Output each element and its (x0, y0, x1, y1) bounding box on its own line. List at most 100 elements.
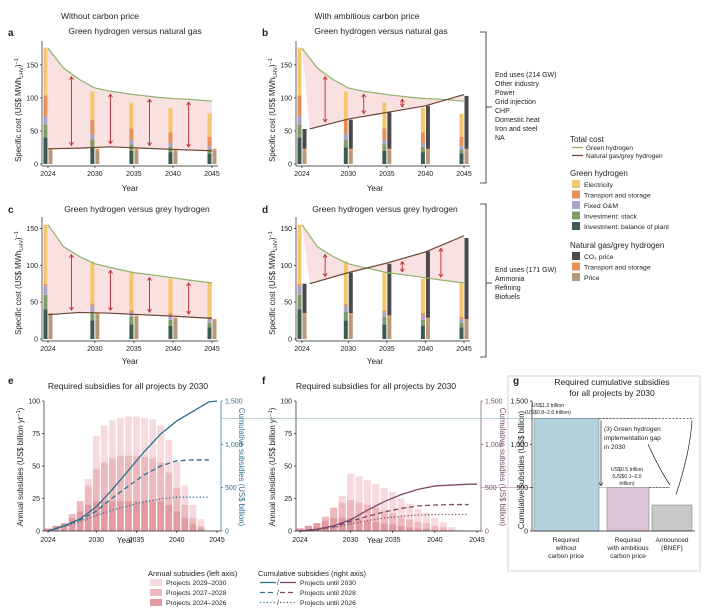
y-tick-label-50: 50 (284, 300, 292, 307)
green-bar-electricity-2040 (168, 278, 173, 314)
green-bar-fixed_om-2035 (129, 140, 134, 145)
cumulative-legend-item-0: Projects until 2030 (300, 580, 356, 587)
annual-bar-annual_2027_2028-2041 (181, 505, 189, 518)
cost-charts: 0 50 100 150 2024 2030 2035 2040 2045 0 50 100 150 20… (26, 41, 472, 353)
annual-bar-annual_2024_2026-2026 (60, 523, 68, 531)
green-bar-investment_bop-2040 (420, 152, 425, 164)
gap-arrow-head-top-2032 (108, 93, 113, 98)
green-bar-electricity-2024 (43, 224, 48, 284)
annual-bar-annual_2027_2028-2042 (189, 518, 197, 525)
annual-bar-annual_2029_2030-2036 (397, 498, 405, 517)
annual-bar-annual_2027_2028-2039 (422, 523, 431, 529)
green-bar-investment_bop-2045 (459, 327, 464, 339)
annual-bar-annual_2024_2026-2036 (397, 525, 405, 531)
x-tick-label-2030: 2030 (340, 346, 356, 353)
annual-bar-annual_2027_2028-2040 (173, 488, 181, 512)
right-tick-label-1000: 1,000 (225, 442, 243, 449)
svg-text:Specific cost (US$ MWhLHV)−1: Specific cost (US$ MWhLHV)−1 (14, 58, 25, 162)
gap-arrow-head-top-2027 (322, 253, 328, 258)
grey-total-line-a (47, 146, 213, 152)
end-use-gas-6: Iron and steel (495, 126, 538, 133)
gap-arrow-head-bot-2042 (186, 143, 191, 148)
annual-bar-annual_2027_2028-2035 (389, 512, 397, 525)
cost-gap-area-b (302, 48, 464, 129)
annual-bar-annual_2024_2026-2026 (313, 523, 321, 531)
legend-swatch-grey-1 (572, 262, 580, 271)
grey-bar-price-2030 (95, 150, 100, 164)
annual-bar-annual_2029_2030-2035 (133, 416, 140, 456)
green-bar-transport_storage-2045 (459, 136, 464, 147)
panel-d: 0 50 100 150 2024 2030 2035 2040 2045 (280, 217, 472, 353)
green-bar-electricity-2035 (129, 102, 134, 129)
gap-arrow-head-bot-2027 (322, 118, 328, 123)
g-bar2-label-1: US$0.5 trillion (611, 467, 643, 473)
legend-grey-item-1: Transport and storage (584, 265, 651, 272)
annual-bar-annual_2029_2030-2029 (338, 495, 346, 503)
annual-legend-title: Annual subsidies (left axis) (148, 569, 238, 578)
grey-bar-price-2040 (425, 319, 430, 339)
legend-swatch-grey-0 (572, 252, 580, 260)
grey-bar-price-2035 (387, 150, 392, 164)
annual-bar-annual_2029_2030-2041 (439, 521, 447, 528)
green-total-line-c (47, 224, 213, 284)
svg-text:Specific cost (US$ MWhLHV)−1: Specific cost (US$ MWhLHV)−1 (268, 231, 279, 335)
g-y-tick-label-1500: 1,500 (510, 399, 528, 406)
g-gap-label-3: in 2030 (604, 444, 626, 451)
green-bar-electricity-2030 (90, 91, 95, 120)
x-tick-label-2035: 2035 (126, 346, 142, 353)
gap-arrow-head-bot-2037 (147, 142, 152, 147)
annual-bar-annual_2027_2028-2037 (149, 458, 157, 502)
grey-bar-price-2045 (464, 320, 469, 339)
annual-bar-annual_2024_2026-2037 (405, 527, 414, 531)
annual-bar-annual_2027_2028-2037 (405, 519, 414, 528)
grey-bar-price-2035 (134, 150, 139, 164)
legend-swatch-green-0 (572, 180, 580, 188)
g-y-tick-label-0: 0 (524, 529, 528, 536)
y-tick-label-50: 50 (30, 300, 38, 307)
annual-bar-annual_2029_2030-2030 (346, 473, 355, 500)
grey-bar-price-2030 (95, 314, 100, 339)
green-bar-transport_storage-2035 (382, 310, 387, 313)
g-gap-arrow-3 (647, 444, 671, 486)
gap-arrow-head-top-2032 (108, 269, 113, 274)
gap-arrow-head-bot-2032 (108, 140, 113, 145)
gap-arrow-head-top-2037 (399, 260, 405, 265)
green-bar-investment_stack-2045 (459, 149, 464, 154)
green-bar-fixed_om-2040 (420, 315, 425, 320)
green-bar-transport_storage-2035 (129, 128, 134, 141)
panel-title-f: Required subsidies for all projects by 2… (296, 381, 456, 391)
annual-bar-annual_2029_2030-2043 (456, 529, 464, 531)
green-bar-fixed_om-2040 (168, 315, 173, 320)
green-bar-transport_storage-2040 (420, 132, 425, 143)
svg-text:Annual subsidies (US$ billion: Annual subsidies (US$ billion yr−1) (16, 407, 25, 526)
annual-bar-annual_2027_2028-2032 (363, 505, 372, 521)
g-bar1-label-2: (US$0.8–2.6 trillion) (525, 410, 571, 416)
end-uses-gas-list: End uses (214 GW) Other industry Power Grid… (495, 72, 556, 142)
grey-bar-transport_storage-2045 (464, 148, 469, 151)
annual-swatch-0 (150, 579, 162, 586)
green-bar-electricity-2040 (168, 107, 173, 133)
annual-bar-annual_2027_2028-2039 (165, 472, 173, 505)
grey-bar-price-2040 (173, 150, 178, 164)
green-bar-investment_stack-2030 (343, 139, 348, 148)
green-bar-transport_storage-2040 (168, 132, 173, 143)
annual-bar-annual_2027_2028-2038 (157, 462, 165, 502)
x-tick-label-2035: 2035 (126, 171, 142, 178)
x-axis-title-c: Year (122, 357, 139, 366)
panel-f: 0 25 50 75 100 0 500 1,000 1,500 2024 2030 2035 2040… (280, 399, 502, 545)
legend-swatch-green-3 (572, 211, 580, 220)
cumulative-line-cumulative_until_2026 (299, 513, 469, 532)
grey-bar-transport_storage-2030 (348, 313, 353, 315)
green-bar-fixed_om-2030 (90, 305, 95, 312)
annual-bar-annual_2027_2028-2035 (133, 455, 140, 502)
panel-title-g-line1: Required cumulative subsidies (554, 377, 669, 387)
y-axis-title-f-left: Annual subsidies (US$ billion yr−1) (268, 407, 277, 526)
green-bar-transport_storage-2035 (129, 310, 134, 313)
y-tick-label-50: 50 (30, 128, 38, 135)
x-tick-label-2024: 2024 (292, 537, 308, 544)
green-bar-investment_bop-2040 (168, 325, 173, 339)
y-tick-label-100: 100 (280, 263, 292, 270)
green-bar-transport_storage-2040 (168, 313, 173, 316)
grey-bar-transport_storage-2040 (425, 317, 430, 320)
